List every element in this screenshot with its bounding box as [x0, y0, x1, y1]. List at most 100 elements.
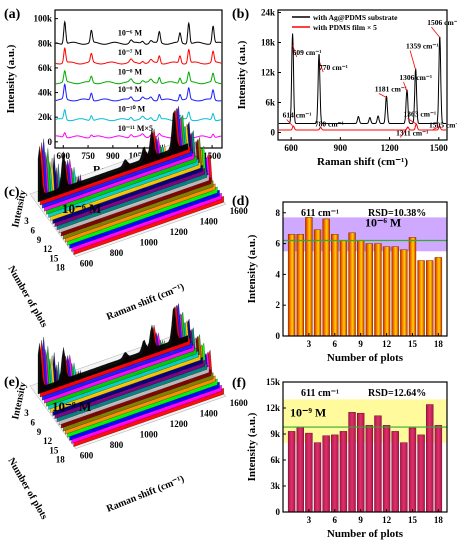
- y-tick-label: 8: [276, 208, 281, 218]
- depth-axis-label: Number of plots: [5, 264, 49, 330]
- y-tick-label: 100k: [33, 14, 52, 24]
- y-axis-label: Intensity (a.u.): [5, 44, 17, 113]
- bar: [313, 442, 322, 513]
- series-line: [278, 33, 447, 124]
- bar: [339, 431, 348, 513]
- x-tick-label: 18: [434, 515, 444, 525]
- depth-tick-label: 9: [37, 427, 42, 437]
- series-label: 10⁻¹¹ M×5: [118, 124, 153, 133]
- bar: [348, 232, 356, 337]
- y-axis-label: Intensity (a.u.): [246, 234, 258, 303]
- panel-label: (f): [232, 376, 246, 391]
- bar: [434, 257, 443, 337]
- depth-tick-label: 18: [56, 455, 65, 465]
- bar: [408, 237, 417, 337]
- y-tick-label: 3k: [270, 481, 280, 491]
- x-tick-label: 18: [434, 339, 444, 349]
- annotation-arrow: [409, 50, 417, 71]
- bar: [305, 432, 313, 513]
- y-axis-label: Intensity (a.u.): [246, 412, 258, 481]
- x-tick-label: 6: [333, 515, 338, 525]
- series-line: [278, 123, 447, 131]
- x-tick-label: 9: [358, 515, 363, 525]
- y-tick-label: 0: [271, 128, 276, 138]
- concentration-label: 10⁻⁶ M: [365, 216, 401, 230]
- bar: [426, 404, 434, 513]
- y-tick-label: 15k: [266, 377, 280, 387]
- peak-label: 611 cm⁻¹: [301, 388, 339, 399]
- panel-label: (b): [232, 7, 249, 22]
- concentration-label: 10⁻⁹ M: [290, 406, 326, 420]
- concentration-label: 10⁻⁶ M: [62, 201, 101, 216]
- plot-frame: [277, 9, 448, 141]
- x-tick-label: 1200: [170, 419, 189, 429]
- bar: [331, 234, 339, 337]
- annotation-arrow: [318, 127, 321, 129]
- x-tick-label: 900: [106, 151, 120, 161]
- panel-label: (a): [4, 7, 21, 22]
- annotation-arrow: [378, 93, 387, 98]
- bar: [391, 246, 399, 337]
- x-tick-label: 1600: [230, 206, 249, 216]
- x-tick-label: 12: [382, 339, 392, 349]
- y-tick-label: 60k: [38, 63, 52, 73]
- x-tick-label: 1500: [430, 143, 449, 153]
- series-line: [55, 108, 222, 122]
- x-tick-label: 6: [333, 339, 338, 349]
- x-tick-label: 15: [408, 515, 418, 525]
- panel-label: (c): [4, 185, 20, 200]
- spectrum-ribbon: [37, 110, 189, 203]
- depth-tick-label: 18: [56, 263, 65, 273]
- bar: [417, 260, 425, 337]
- depth-tick-label: 3: [24, 216, 29, 226]
- x-tick-label: 1400: [200, 409, 219, 419]
- y-tick-label: 2: [276, 300, 281, 310]
- series-line: [55, 20, 222, 45]
- annotation-arrow: [407, 118, 417, 125]
- rsd-label: RSD=10.38%: [368, 208, 426, 219]
- bar: [296, 426, 304, 513]
- x-tick-label: 12: [382, 515, 392, 525]
- y-tick-label: 6k: [265, 98, 275, 108]
- y-tick-label: 9k: [270, 429, 280, 439]
- legend-label: with PDMS film × 5: [313, 23, 377, 32]
- x-tick-label: 1500: [203, 151, 222, 161]
- x-tick-label: 1600: [230, 398, 249, 408]
- x-tick-label: 9: [358, 339, 363, 349]
- plot-frame: [54, 9, 223, 149]
- depth-tick-label: 12: [43, 244, 53, 254]
- y-tick-label: 6k: [270, 455, 280, 465]
- depth-tick-label: 3: [24, 408, 29, 418]
- series-line: [55, 131, 222, 139]
- depth-tick-label: 6: [31, 226, 36, 236]
- bar: [305, 217, 313, 337]
- series-label: 10⁻⁸ M: [118, 68, 143, 77]
- x-axis-label: Raman shift (cm⁻¹): [317, 156, 408, 168]
- concentration-label: 10⁻⁹ M: [52, 399, 91, 414]
- rsd-label: RSD=12.64%: [368, 388, 426, 399]
- peak-annotation: 780 cm⁻¹: [315, 120, 344, 129]
- bar: [365, 425, 374, 513]
- annotation-arrow: [432, 126, 440, 130]
- bar: [356, 240, 365, 337]
- x-axis-label: Number of plots: [327, 528, 404, 540]
- x-tick-label: 750: [81, 151, 95, 161]
- annotation-arrow: [403, 81, 408, 92]
- panel-label: (e): [4, 375, 20, 390]
- y-axis-label: Intensity (a.u.): [236, 40, 248, 109]
- depth-tick-label: 15: [49, 445, 59, 455]
- x-tick-label: 600: [284, 143, 298, 153]
- depth-tick-label: 6: [31, 418, 36, 428]
- bar: [382, 425, 391, 513]
- x-tick-label: 15: [408, 339, 418, 349]
- series-line: [55, 83, 222, 102]
- bar: [322, 435, 330, 513]
- peak-annotation: 1311 cm⁻¹: [396, 129, 428, 138]
- peak-annotation: 1181 cm⁻¹: [375, 85, 407, 94]
- peak-annotation: 1506 cm⁻¹: [427, 18, 457, 27]
- y-tick-label: 0: [276, 507, 281, 517]
- bar: [322, 218, 330, 337]
- peak-label: 611 cm⁻¹: [301, 208, 339, 219]
- x-tick-label: 1200: [381, 143, 400, 153]
- series-label: 10⁻⁷ M: [118, 48, 143, 57]
